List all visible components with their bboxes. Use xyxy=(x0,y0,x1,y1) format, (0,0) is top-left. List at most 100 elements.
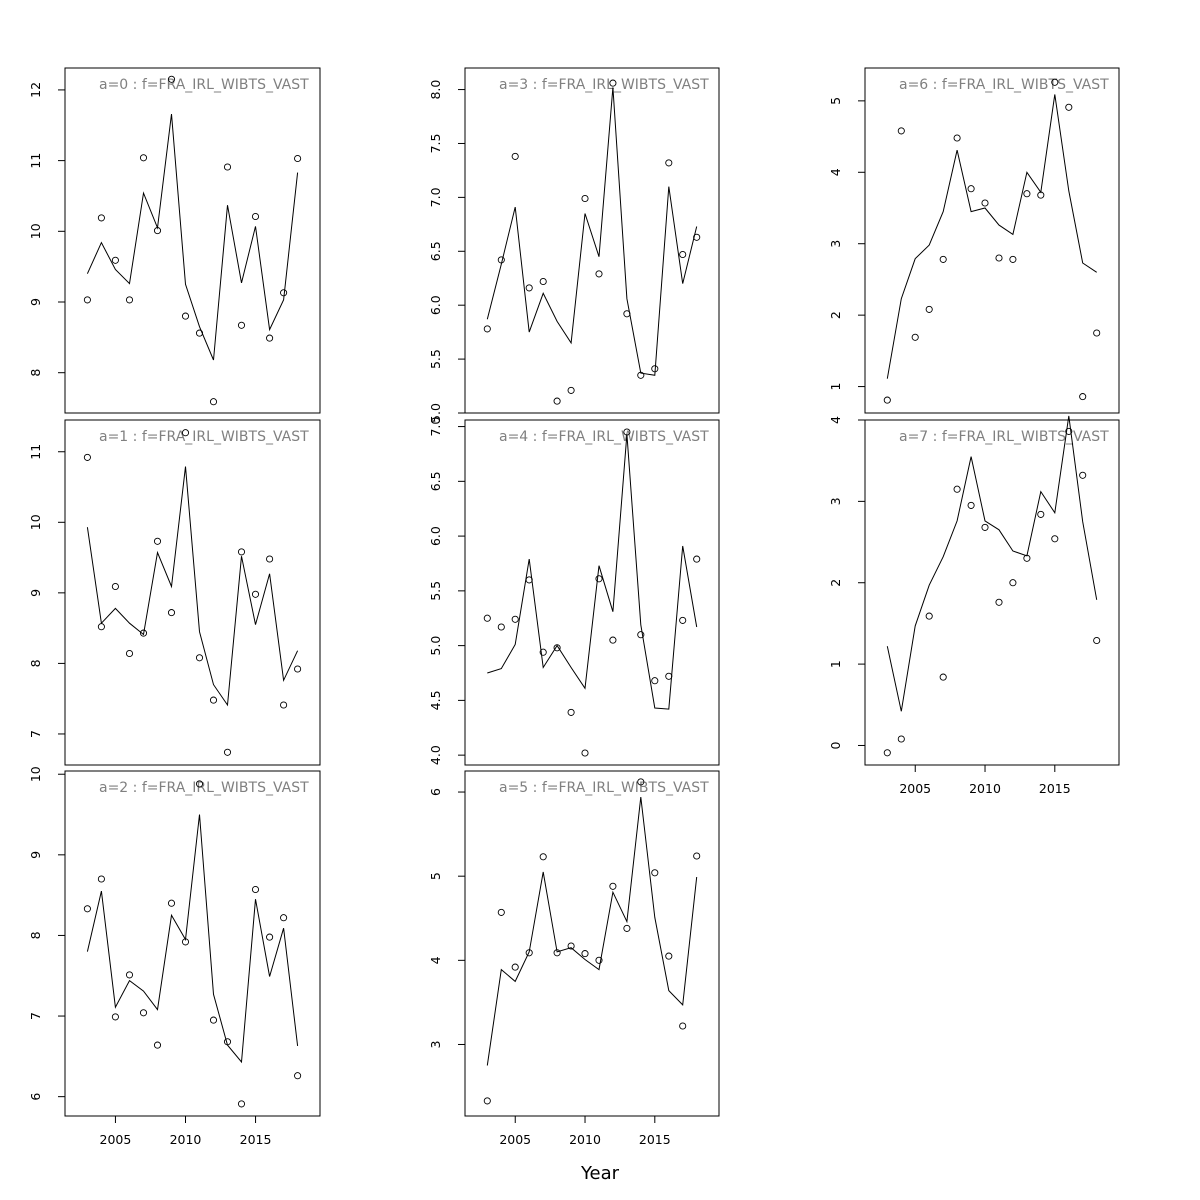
panel-a7: a=7 : f=FRA_IRL_WIBTS_VAST 0 1 2 3 4 2005 2010 2… xyxy=(828,415,1120,796)
observed-point xyxy=(553,644,561,652)
observed-point xyxy=(567,942,575,950)
observed-point xyxy=(623,924,631,932)
observed-point xyxy=(97,875,105,883)
panel-title: a=1 : f=FRA_IRL_WIBTS_VAST xyxy=(99,429,309,445)
fitted-line xyxy=(886,94,1097,379)
observed-point xyxy=(665,672,673,680)
observed-point xyxy=(939,255,947,263)
observed-point xyxy=(553,949,561,957)
observed-point xyxy=(581,194,589,203)
y-tick-label: 3 xyxy=(428,1040,443,1048)
x-tick-label: 2005 xyxy=(499,1132,531,1147)
observed-point xyxy=(679,616,687,624)
observed-point xyxy=(139,154,148,162)
observed-point xyxy=(595,270,603,278)
observed-point xyxy=(693,555,701,563)
observed-point xyxy=(665,159,673,167)
observed-point xyxy=(637,778,645,786)
observed-point xyxy=(693,233,701,241)
y-tick-label: 8 xyxy=(28,369,43,377)
observed-point xyxy=(651,677,659,685)
y-tick-label: 5.0 xyxy=(428,636,443,656)
observed-point xyxy=(897,127,905,135)
observed-point xyxy=(995,254,1003,262)
observed-point xyxy=(897,735,905,743)
y-tick-label: 4 xyxy=(828,168,843,176)
observed-point xyxy=(1037,510,1045,518)
observed-point xyxy=(209,398,218,406)
observed-point xyxy=(97,214,105,222)
observed-point xyxy=(567,708,575,716)
observed-point xyxy=(167,609,176,617)
observed-point xyxy=(609,636,617,644)
y-tick-label: 1 xyxy=(828,383,843,391)
observed-point xyxy=(967,185,975,193)
observed-point xyxy=(953,485,961,493)
y-tick-label: 6.0 xyxy=(428,295,443,315)
observed-point xyxy=(595,575,603,583)
observed-point xyxy=(525,576,533,584)
panel-a2: a=2 : f=FRA_IRL_WIBTS_VAST 6 7 8 9 10 2005 2010… xyxy=(28,766,321,1147)
fitted-line xyxy=(886,415,1098,712)
observed-point xyxy=(567,386,575,394)
observed-point xyxy=(1051,78,1059,86)
y-tick-label: 7 xyxy=(28,1012,43,1020)
observed-point xyxy=(925,612,933,620)
panel-a1: a=1 : f=FRA_IRL_WIBTS_VAST 7 8 9 10 11 xyxy=(28,419,321,766)
observed-point xyxy=(153,537,162,545)
observed-point xyxy=(97,623,105,631)
observed-point xyxy=(139,1009,148,1017)
y-tick-label: 8.0 xyxy=(428,80,443,100)
observed-point xyxy=(1093,329,1101,337)
fitted-line xyxy=(486,87,698,376)
observed-point xyxy=(294,1072,302,1080)
observed-point xyxy=(1051,535,1059,543)
fitted-line xyxy=(86,814,299,1064)
y-tick-label: 2 xyxy=(828,579,843,587)
x-tick-label: 2010 xyxy=(569,1132,601,1147)
observed-point xyxy=(111,1013,119,1021)
observed-point xyxy=(209,1016,218,1024)
panel-title: a=6 : f=FRA_IRL_WIBTS_VAST xyxy=(899,77,1109,93)
observed-point xyxy=(581,749,589,757)
observed-point xyxy=(651,869,659,877)
panel-title: a=4 : f=FRA_IRL_WIBTS_VAST xyxy=(499,429,709,445)
y-tick-label: 6 xyxy=(28,1093,43,1101)
y-tick-label: 2 xyxy=(828,311,843,319)
observed-point xyxy=(266,933,274,941)
y-tick-label: 3 xyxy=(828,240,843,248)
fitted-line xyxy=(487,434,698,710)
observed-point xyxy=(511,963,519,971)
y-tick-label: 7.5 xyxy=(428,134,443,154)
observed-point xyxy=(237,321,246,329)
observed-point xyxy=(981,199,989,207)
x-tick-label: 2005 xyxy=(100,1132,132,1147)
observed-point xyxy=(209,696,218,704)
panel-title: a=5 : f=FRA_IRL_WIBTS_VAST xyxy=(499,780,709,796)
observed-point xyxy=(195,780,204,788)
observed-point xyxy=(125,649,134,658)
observed-point xyxy=(609,882,617,890)
observed-point xyxy=(266,555,274,563)
observed-point xyxy=(497,256,505,264)
y-tick-label: 4.0 xyxy=(428,745,443,765)
observed-point xyxy=(1065,103,1073,111)
observed-point xyxy=(623,428,631,436)
y-tick-label: 10 xyxy=(28,514,43,530)
observed-point xyxy=(280,914,288,922)
observed-point xyxy=(637,631,645,639)
observed-point xyxy=(953,134,961,142)
observed-point xyxy=(266,334,274,342)
plot-frame xyxy=(464,770,720,1117)
observed-point xyxy=(237,548,246,556)
y-tick-label: 5.5 xyxy=(428,349,443,369)
observed-point xyxy=(497,908,505,916)
panel-a6: a=6 : f=FRA_IRL_WIBTS_VAST 1 2 3 4 5 xyxy=(828,67,1120,414)
observed-point xyxy=(181,938,190,946)
observed-point xyxy=(280,701,288,709)
observed-point xyxy=(1037,191,1045,199)
observed-point xyxy=(623,310,631,318)
observed-point xyxy=(251,885,260,894)
observed-point xyxy=(153,1041,162,1049)
y-tick-label: 5.0 xyxy=(428,403,443,423)
